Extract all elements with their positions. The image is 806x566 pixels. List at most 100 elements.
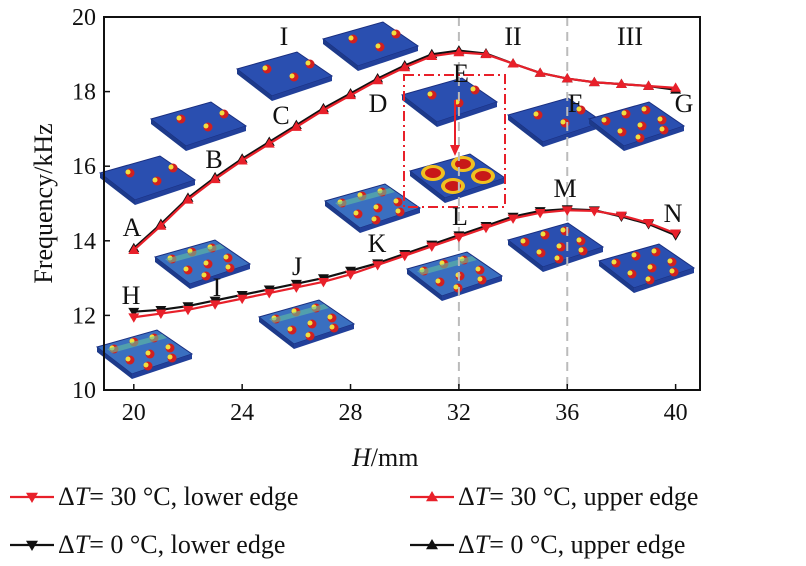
plate-edge <box>410 171 445 203</box>
data-point <box>399 251 411 262</box>
legend-var: T <box>475 482 491 511</box>
antinode <box>391 30 397 36</box>
point-label: F <box>568 89 582 118</box>
mode-shape-inset <box>95 329 194 379</box>
antinode <box>637 122 643 128</box>
data-point <box>128 244 140 254</box>
plate <box>235 51 334 97</box>
data-point <box>372 74 384 85</box>
plate-edge <box>360 208 420 233</box>
legend-item: ΔT= 30 °C, upper edge <box>410 482 698 511</box>
legend-text: = 0 °C, lower edge <box>89 530 285 559</box>
data-point <box>453 233 465 243</box>
plate-edge <box>624 126 684 151</box>
antinode <box>631 252 637 258</box>
data-point <box>561 73 573 83</box>
antinode <box>621 110 627 116</box>
plate-edge <box>272 76 332 101</box>
plate-edge <box>407 269 442 301</box>
mode-shape-inset <box>153 239 252 289</box>
plate-edge <box>599 261 634 293</box>
plate-edge <box>155 257 190 289</box>
x-tick-label: 36 <box>555 400 579 426</box>
antinode <box>203 260 209 266</box>
plate-edge <box>508 115 543 147</box>
mode-shape-inset <box>323 183 422 233</box>
data-point <box>399 61 411 72</box>
mode-shape-inset <box>506 97 605 147</box>
point-label: A <box>123 213 142 242</box>
data-point <box>426 50 438 61</box>
antinode <box>167 354 173 360</box>
point-label: D <box>369 89 388 118</box>
y-tick-label: 20 <box>72 5 96 31</box>
y-tick-label: 10 <box>72 378 96 404</box>
y-tick-label: 14 <box>72 229 96 255</box>
antinode <box>635 134 641 140</box>
data-point <box>345 89 357 100</box>
plate-edge <box>543 122 603 147</box>
antinode <box>143 362 149 368</box>
antinode <box>645 276 651 282</box>
data-point <box>561 206 573 216</box>
point-label: J <box>292 252 302 281</box>
data-point <box>317 104 329 115</box>
data-point <box>209 300 221 310</box>
legend-marker <box>26 492 38 503</box>
data-point <box>507 58 519 68</box>
plate <box>400 77 499 123</box>
antinode <box>395 208 401 214</box>
antinode <box>554 255 560 261</box>
antinode <box>289 73 295 79</box>
antinode <box>262 65 268 71</box>
antinode <box>225 264 231 270</box>
data-point <box>643 80 655 90</box>
data-point <box>534 67 546 77</box>
x-tick-label: 24 <box>230 400 254 426</box>
region-label: I <box>280 22 289 51</box>
arrow-head <box>450 145 460 156</box>
antinode <box>287 326 293 332</box>
legend-text: = 0 °C, upper edge <box>489 530 685 559</box>
data-point <box>507 214 519 224</box>
data-point <box>317 277 329 288</box>
plate-edge <box>508 240 543 272</box>
point-label: I <box>213 273 222 302</box>
antinode <box>371 216 377 222</box>
mode-shape-inset <box>400 77 499 127</box>
data-point <box>670 229 682 239</box>
point-label: K <box>368 229 387 258</box>
antinode <box>425 168 441 178</box>
data-point <box>182 194 194 204</box>
antinode <box>533 111 539 117</box>
antinode <box>219 110 225 116</box>
plate-edge <box>190 264 250 289</box>
antinode <box>560 119 566 125</box>
data-point <box>263 289 275 299</box>
plot-frame <box>103 16 701 391</box>
point-label: L <box>452 202 468 231</box>
legend-marker <box>26 540 38 551</box>
antinode <box>659 126 665 132</box>
legend-text: = 30 °C, upper edge <box>489 482 698 511</box>
plate-edge <box>445 178 505 203</box>
data-point <box>263 138 275 148</box>
antinode <box>176 115 182 121</box>
point-label: C <box>272 101 289 130</box>
data-point <box>182 305 194 316</box>
plate-edge <box>132 354 192 379</box>
antinode <box>393 198 399 204</box>
data-point <box>290 283 302 293</box>
data-point <box>345 270 357 280</box>
legend-label: ΔT= 0 °C, lower edge <box>58 530 285 559</box>
antinode <box>125 169 131 175</box>
antinode <box>348 35 354 41</box>
plate <box>149 101 248 147</box>
mode-shape-inset <box>587 101 686 151</box>
x-tick-label: 20 <box>122 400 146 426</box>
data-point <box>128 307 140 318</box>
legend-delta: Δ <box>58 530 75 559</box>
mode-shape-inset <box>257 299 356 349</box>
plate-edge <box>358 46 418 71</box>
